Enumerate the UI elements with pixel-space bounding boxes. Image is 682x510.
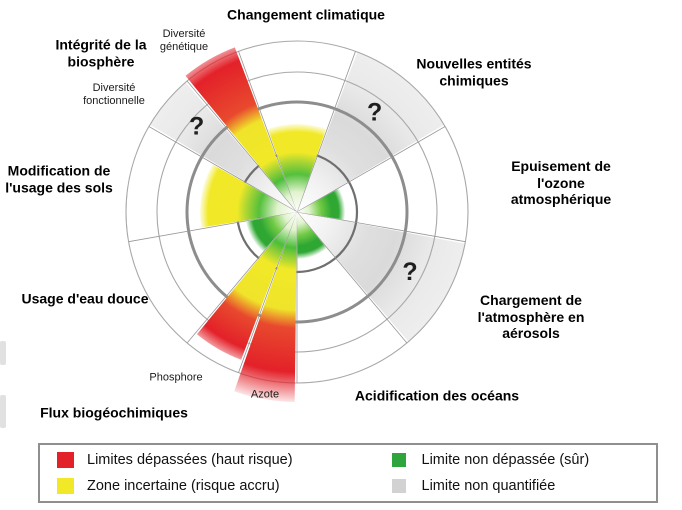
legend-column-left: Limites dépassées (haut risque) Zone ince… xyxy=(40,445,322,501)
question-mark-diversite-fonctionnelle: ? xyxy=(189,112,204,140)
sector-divider-line xyxy=(296,51,356,213)
label-epuisement-ozone: Epuisement de l'ozone atmosphérique xyxy=(510,158,612,208)
legend-label: Limite non dépassée (sûr) xyxy=(421,452,590,468)
label-modification-usage-sols: Modification de l'usage des sols xyxy=(5,162,113,195)
label-usage-eau-douce: Usage d'eau douce xyxy=(21,290,149,307)
sector-divider-line xyxy=(128,211,298,243)
sector-divider-line xyxy=(238,211,298,373)
label-phosphore: Phosphore xyxy=(149,371,203,384)
legend-column-right: Limite non dépassée (sûr) Limite non quan… xyxy=(322,445,657,501)
sector-usage-des-sols xyxy=(199,164,297,228)
legend-swatch-red xyxy=(57,452,74,468)
legend-swatch-yellow xyxy=(57,478,74,494)
sector-divider-line xyxy=(296,211,466,243)
label-acidification-oceans: Acidification des océans xyxy=(354,387,520,404)
label-azote: Azote xyxy=(250,388,280,401)
legend-item: Limite non dépassée (sûr) xyxy=(391,449,657,471)
label-diversite-genetique: Diversité génétique xyxy=(159,28,209,53)
sector-phosphore xyxy=(196,212,297,360)
label-flux-biogeochimiques: Flux biogéochimiques xyxy=(40,404,188,421)
sector-epuisement-ozone xyxy=(297,188,346,220)
legend-label: Zone incertaine (risque accru) xyxy=(87,478,280,494)
sector-divider-line xyxy=(296,211,408,344)
sector-divider-line xyxy=(186,80,298,213)
sector-divider-line xyxy=(186,211,298,344)
scan-artifact xyxy=(0,395,6,428)
label-chargement-aerosols: Chargement de l'atmosphère en aérosols xyxy=(477,292,585,342)
legend-item: Limite non quantifiée xyxy=(391,475,657,497)
sector-divider-line xyxy=(148,126,298,213)
sector-usage-eau-douce xyxy=(245,212,297,252)
sector-azote xyxy=(234,212,297,402)
legend-swatch-gray xyxy=(391,479,406,493)
sector-changement-climatique xyxy=(267,124,327,212)
question-mark-aerosols: ? xyxy=(402,258,417,286)
legend-item: Zone incertaine (risque accru) xyxy=(57,475,322,497)
label-diversite-fonctionnelle: Diversité fonctionnelle xyxy=(83,82,145,107)
sector-diversite-fonctionnelle xyxy=(149,82,297,212)
legend-swatch-green xyxy=(391,453,406,467)
sector-diversite-genetique xyxy=(185,47,297,212)
sector-acidification-oceans xyxy=(297,212,327,259)
sector-divider-line xyxy=(238,51,298,213)
legend-label: Limite non quantifiée xyxy=(421,478,556,494)
legend-item: Limites dépassées (haut risque) xyxy=(57,449,322,471)
question-mark-nouvelles-entites-chimiques: ? xyxy=(367,99,382,127)
scan-artifact xyxy=(0,341,6,365)
legend: Limites dépassées (haut risque) Zone ince… xyxy=(38,443,658,503)
sector-aerosols xyxy=(297,212,466,342)
label-integrite-biosphere: Intégrité de la biosphère xyxy=(55,36,147,69)
label-nouvelles-entites-chimiques: Nouvelles entités chimiques xyxy=(416,55,532,88)
sector-divider-line xyxy=(296,126,446,213)
label-changement-climatique: Changement climatique xyxy=(227,6,385,23)
legend-label: Limites dépassées (haut risque) xyxy=(87,452,293,468)
